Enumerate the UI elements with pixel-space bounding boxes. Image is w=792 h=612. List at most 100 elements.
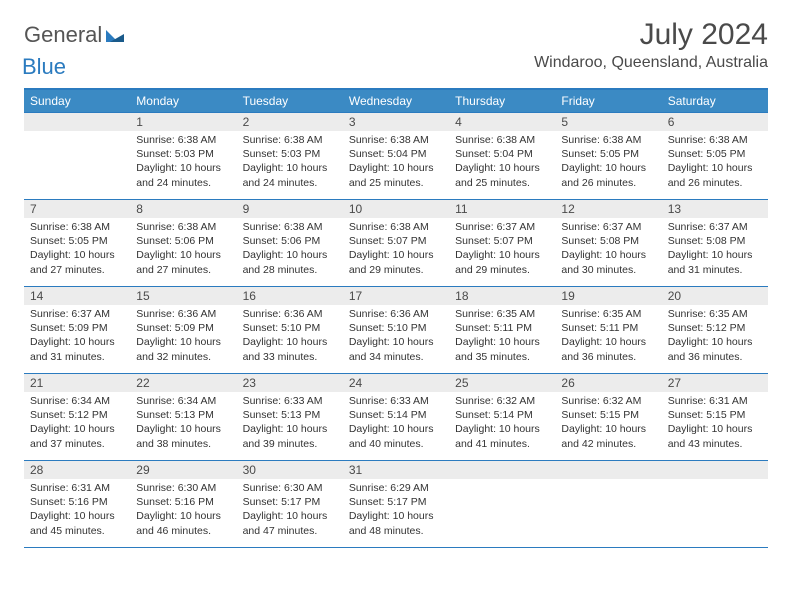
- day-cell: [24, 113, 130, 199]
- day-detail: Sunrise: 6:37 AMSunset: 5:09 PMDaylight:…: [24, 305, 130, 368]
- day-cell: 25Sunrise: 6:32 AMSunset: 5:14 PMDayligh…: [449, 374, 555, 460]
- day-number: 26: [555, 374, 661, 392]
- logo-text-blue: Blue: [22, 54, 66, 80]
- day-detail: Sunrise: 6:35 AMSunset: 5:11 PMDaylight:…: [555, 305, 661, 368]
- day-detail: Sunrise: 6:35 AMSunset: 5:12 PMDaylight:…: [662, 305, 768, 368]
- day-cell: 30Sunrise: 6:30 AMSunset: 5:17 PMDayligh…: [237, 461, 343, 547]
- day-number: [449, 461, 555, 479]
- weeks-container: 1Sunrise: 6:38 AMSunset: 5:03 PMDaylight…: [24, 112, 768, 547]
- day-detail: Sunrise: 6:38 AMSunset: 5:03 PMDaylight:…: [237, 131, 343, 194]
- dow-sun: Sunday: [24, 90, 130, 112]
- day-cell: 14Sunrise: 6:37 AMSunset: 5:09 PMDayligh…: [24, 287, 130, 373]
- day-detail: Sunrise: 6:37 AMSunset: 5:08 PMDaylight:…: [662, 218, 768, 281]
- day-number: 11: [449, 200, 555, 218]
- day-number: 28: [24, 461, 130, 479]
- day-number: 6: [662, 113, 768, 131]
- week-row: 21Sunrise: 6:34 AMSunset: 5:12 PMDayligh…: [24, 373, 768, 460]
- day-number: 14: [24, 287, 130, 305]
- week-row: 7Sunrise: 6:38 AMSunset: 5:05 PMDaylight…: [24, 199, 768, 286]
- day-detail: Sunrise: 6:33 AMSunset: 5:13 PMDaylight:…: [237, 392, 343, 455]
- day-number: [555, 461, 661, 479]
- day-cell: 15Sunrise: 6:36 AMSunset: 5:09 PMDayligh…: [130, 287, 236, 373]
- logo: General: [24, 18, 126, 48]
- day-cell: 6Sunrise: 6:38 AMSunset: 5:05 PMDaylight…: [662, 113, 768, 199]
- day-cell: 23Sunrise: 6:33 AMSunset: 5:13 PMDayligh…: [237, 374, 343, 460]
- day-detail: Sunrise: 6:38 AMSunset: 5:04 PMDaylight:…: [449, 131, 555, 194]
- day-number: 31: [343, 461, 449, 479]
- day-detail: Sunrise: 6:37 AMSunset: 5:08 PMDaylight:…: [555, 218, 661, 281]
- day-cell: 21Sunrise: 6:34 AMSunset: 5:12 PMDayligh…: [24, 374, 130, 460]
- day-number: 13: [662, 200, 768, 218]
- day-detail: Sunrise: 6:38 AMSunset: 5:05 PMDaylight:…: [555, 131, 661, 194]
- day-cell: 29Sunrise: 6:30 AMSunset: 5:16 PMDayligh…: [130, 461, 236, 547]
- day-number: 2: [237, 113, 343, 131]
- day-cell: [449, 461, 555, 547]
- day-cell: 19Sunrise: 6:35 AMSunset: 5:11 PMDayligh…: [555, 287, 661, 373]
- day-detail: Sunrise: 6:31 AMSunset: 5:15 PMDaylight:…: [662, 392, 768, 455]
- day-number: 16: [237, 287, 343, 305]
- logo-text-general: General: [24, 22, 102, 48]
- day-cell: 8Sunrise: 6:38 AMSunset: 5:06 PMDaylight…: [130, 200, 236, 286]
- day-number: 15: [130, 287, 236, 305]
- day-detail: Sunrise: 6:34 AMSunset: 5:12 PMDaylight:…: [24, 392, 130, 455]
- day-number: 23: [237, 374, 343, 392]
- day-number: 22: [130, 374, 236, 392]
- day-detail: Sunrise: 6:38 AMSunset: 5:04 PMDaylight:…: [343, 131, 449, 194]
- day-detail: Sunrise: 6:33 AMSunset: 5:14 PMDaylight:…: [343, 392, 449, 455]
- day-detail: Sunrise: 6:34 AMSunset: 5:13 PMDaylight:…: [130, 392, 236, 455]
- day-cell: 7Sunrise: 6:38 AMSunset: 5:05 PMDaylight…: [24, 200, 130, 286]
- title-block: July 2024 Windaroo, Queensland, Australi…: [534, 18, 768, 72]
- day-cell: 9Sunrise: 6:38 AMSunset: 5:06 PMDaylight…: [237, 200, 343, 286]
- calendar-bottom-rule: [24, 547, 768, 548]
- dow-fri: Friday: [555, 90, 661, 112]
- day-detail: Sunrise: 6:38 AMSunset: 5:03 PMDaylight:…: [130, 131, 236, 194]
- day-number: 29: [130, 461, 236, 479]
- day-number: 7: [24, 200, 130, 218]
- day-detail: Sunrise: 6:35 AMSunset: 5:11 PMDaylight:…: [449, 305, 555, 368]
- day-cell: 28Sunrise: 6:31 AMSunset: 5:16 PMDayligh…: [24, 461, 130, 547]
- day-detail: Sunrise: 6:36 AMSunset: 5:09 PMDaylight:…: [130, 305, 236, 368]
- day-detail: Sunrise: 6:32 AMSunset: 5:15 PMDaylight:…: [555, 392, 661, 455]
- day-detail: Sunrise: 6:38 AMSunset: 5:06 PMDaylight:…: [237, 218, 343, 281]
- day-number: 5: [555, 113, 661, 131]
- week-row: 14Sunrise: 6:37 AMSunset: 5:09 PMDayligh…: [24, 286, 768, 373]
- day-number: 10: [343, 200, 449, 218]
- day-number: 17: [343, 287, 449, 305]
- day-number: 24: [343, 374, 449, 392]
- day-cell: 18Sunrise: 6:35 AMSunset: 5:11 PMDayligh…: [449, 287, 555, 373]
- day-cell: 11Sunrise: 6:37 AMSunset: 5:07 PMDayligh…: [449, 200, 555, 286]
- calendar: Sunday Monday Tuesday Wednesday Thursday…: [24, 88, 768, 548]
- day-cell: 31Sunrise: 6:29 AMSunset: 5:17 PMDayligh…: [343, 461, 449, 547]
- day-cell: 26Sunrise: 6:32 AMSunset: 5:15 PMDayligh…: [555, 374, 661, 460]
- day-detail: Sunrise: 6:36 AMSunset: 5:10 PMDaylight:…: [343, 305, 449, 368]
- day-detail: Sunrise: 6:37 AMSunset: 5:07 PMDaylight:…: [449, 218, 555, 281]
- day-number: 8: [130, 200, 236, 218]
- day-detail: Sunrise: 6:31 AMSunset: 5:16 PMDaylight:…: [24, 479, 130, 542]
- dow-sat: Saturday: [662, 90, 768, 112]
- day-cell: 12Sunrise: 6:37 AMSunset: 5:08 PMDayligh…: [555, 200, 661, 286]
- day-number: 20: [662, 287, 768, 305]
- day-number: 30: [237, 461, 343, 479]
- day-detail: Sunrise: 6:30 AMSunset: 5:17 PMDaylight:…: [237, 479, 343, 542]
- week-row: 28Sunrise: 6:31 AMSunset: 5:16 PMDayligh…: [24, 460, 768, 547]
- day-number: 21: [24, 374, 130, 392]
- day-detail: Sunrise: 6:30 AMSunset: 5:16 PMDaylight:…: [130, 479, 236, 542]
- day-cell: 17Sunrise: 6:36 AMSunset: 5:10 PMDayligh…: [343, 287, 449, 373]
- day-cell: 27Sunrise: 6:31 AMSunset: 5:15 PMDayligh…: [662, 374, 768, 460]
- day-cell: 1Sunrise: 6:38 AMSunset: 5:03 PMDaylight…: [130, 113, 236, 199]
- day-number: [662, 461, 768, 479]
- dow-mon: Monday: [130, 90, 236, 112]
- day-cell: 16Sunrise: 6:36 AMSunset: 5:10 PMDayligh…: [237, 287, 343, 373]
- day-number: 25: [449, 374, 555, 392]
- location: Windaroo, Queensland, Australia: [534, 54, 768, 72]
- day-cell: 13Sunrise: 6:37 AMSunset: 5:08 PMDayligh…: [662, 200, 768, 286]
- day-detail: Sunrise: 6:38 AMSunset: 5:05 PMDaylight:…: [24, 218, 130, 281]
- day-cell: 20Sunrise: 6:35 AMSunset: 5:12 PMDayligh…: [662, 287, 768, 373]
- day-detail: Sunrise: 6:29 AMSunset: 5:17 PMDaylight:…: [343, 479, 449, 542]
- day-number: 19: [555, 287, 661, 305]
- day-number: 4: [449, 113, 555, 131]
- dow-row: Sunday Monday Tuesday Wednesday Thursday…: [24, 90, 768, 112]
- day-detail: Sunrise: 6:36 AMSunset: 5:10 PMDaylight:…: [237, 305, 343, 368]
- logo-triangle-icon: [106, 28, 124, 47]
- day-number: 9: [237, 200, 343, 218]
